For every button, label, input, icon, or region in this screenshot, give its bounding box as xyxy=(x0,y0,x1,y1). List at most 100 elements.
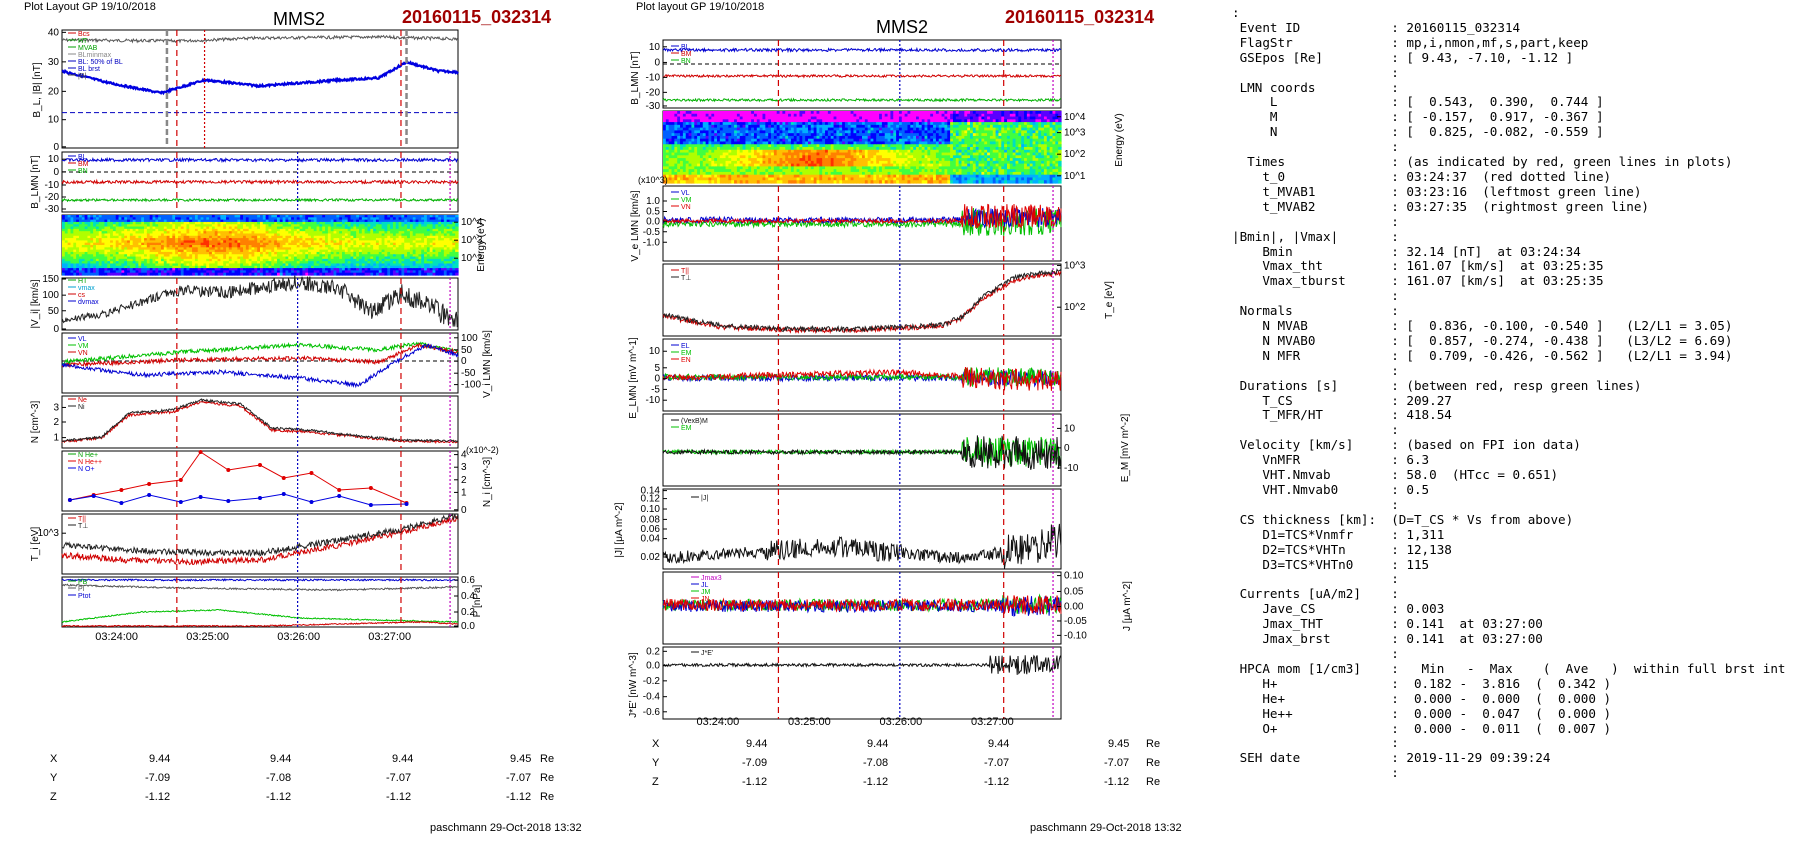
spectrogram-cell xyxy=(172,233,176,237)
left-ion-spectrogram xyxy=(62,215,459,276)
spectrogram-cell xyxy=(163,254,168,258)
spectrogram-cell xyxy=(183,235,188,239)
spectrogram-cell xyxy=(296,233,301,237)
spectrogram-cell xyxy=(129,265,134,269)
spectrogram-cell xyxy=(426,224,431,228)
spectrogram-cell xyxy=(73,235,77,239)
spectrogram-cell xyxy=(432,251,436,255)
spectrogram-cell xyxy=(243,261,247,265)
spectrogram-cell xyxy=(211,272,216,276)
tick-label: 50 xyxy=(48,306,60,317)
spectrogram-cell xyxy=(70,242,74,246)
spectrogram-cell xyxy=(325,235,329,239)
spectrogram-cell xyxy=(663,113,667,118)
spectrogram-cell xyxy=(274,272,278,276)
spectrogram-cell xyxy=(373,226,377,230)
spectrogram-cell xyxy=(753,133,758,137)
spectrogram-cell xyxy=(274,235,278,239)
spectrogram-cell xyxy=(73,224,77,228)
spectrogram-cell xyxy=(121,228,125,232)
spectrogram-cell xyxy=(177,226,182,230)
spectrogram-cell xyxy=(685,138,690,143)
spectrogram-cell xyxy=(384,263,388,267)
spectrogram-cell xyxy=(728,152,732,156)
spectrogram-cell xyxy=(271,247,275,251)
spectrogram-cell xyxy=(76,247,80,251)
spectrogram-cell xyxy=(773,135,778,140)
spectrogram-cell xyxy=(76,245,80,248)
spectrogram-cell xyxy=(697,147,701,151)
spectrogram-cell xyxy=(276,215,281,218)
spectrogram-cell xyxy=(333,268,337,271)
spectrogram-cell xyxy=(446,245,451,248)
spectrogram-cell xyxy=(226,254,230,258)
spectrogram-cell xyxy=(70,268,74,271)
spectrogram-cell xyxy=(163,268,168,271)
spectrogram-cell xyxy=(84,233,89,237)
spectrogram-cell xyxy=(152,224,156,228)
spectrogram-cell xyxy=(70,226,74,230)
spectrogram-cell xyxy=(257,258,261,262)
spectrogram-cell xyxy=(387,219,391,223)
spectrogram-cell xyxy=(742,147,747,151)
spectrogram-cell xyxy=(206,221,210,225)
spectrogram-cell xyxy=(342,238,346,241)
spectrogram-cell xyxy=(245,254,250,258)
spectrogram-cell xyxy=(186,258,190,262)
spectrogram-cell xyxy=(353,231,357,235)
spectrogram-cell xyxy=(223,272,227,276)
spectrogram-cell xyxy=(197,228,202,232)
spectrogram-cell xyxy=(663,111,667,115)
spectrogram-cell xyxy=(84,258,89,262)
spectrogram-cell xyxy=(441,270,445,274)
spectrogram-cell xyxy=(203,217,207,221)
spectrogram-cell xyxy=(112,261,117,265)
spectrogram-cell xyxy=(149,270,154,274)
spectrogram-cell xyxy=(186,228,190,232)
spectrogram-cell xyxy=(112,217,117,221)
spectrogram-cell xyxy=(407,217,411,221)
tick-label: 2 xyxy=(53,417,59,428)
y-axis-label: V_i LMN [km/s] xyxy=(482,330,493,398)
spectrogram-cell xyxy=(745,180,749,184)
spectrogram-cell xyxy=(768,135,772,140)
spectrogram-cell xyxy=(282,238,287,241)
spectrogram-cell xyxy=(64,245,69,248)
spectrogram-cell xyxy=(76,242,80,246)
spectrogram-cell xyxy=(753,144,758,148)
spectrogram-cell xyxy=(158,224,162,228)
spectrogram-cell xyxy=(370,217,374,221)
spectrogram-cell xyxy=(765,135,769,140)
spectrogram-cell xyxy=(302,240,306,244)
spectrogram-cell xyxy=(725,135,729,140)
spectrogram-cell xyxy=(155,219,159,223)
spectrogram-cell xyxy=(381,265,386,269)
spectrogram-cell xyxy=(104,268,108,271)
spectrogram-cell xyxy=(129,272,134,276)
spectrogram-cell xyxy=(73,240,77,244)
spectrogram-cell xyxy=(412,226,417,230)
spectrogram-cell xyxy=(711,138,715,143)
spectrogram-cell xyxy=(138,235,142,239)
spectrogram-cell xyxy=(112,263,117,267)
spectrogram-cell xyxy=(200,235,205,239)
spectrogram-cell xyxy=(736,122,741,126)
spectrogram-cell xyxy=(426,256,431,260)
spectrogram-cell xyxy=(279,247,284,251)
spectrogram-cell xyxy=(719,116,724,120)
spectrogram-cell xyxy=(101,219,106,223)
legend-entry: BL brst xyxy=(78,66,100,73)
spectrogram-cell xyxy=(333,224,337,228)
spectrogram-cell xyxy=(70,228,74,232)
spectrogram-cell xyxy=(455,261,459,265)
spectrogram-cell xyxy=(697,111,701,115)
spectrogram-cell xyxy=(192,219,196,223)
spectrogram-cell xyxy=(773,133,778,137)
spectrogram-cell xyxy=(773,174,778,179)
spectrogram-cell xyxy=(375,219,380,223)
spectrogram-cell xyxy=(734,147,738,151)
spectrogram-cell xyxy=(361,272,366,276)
spectrogram-cell xyxy=(438,228,442,232)
spectrogram-cell xyxy=(682,138,687,143)
spectrogram-cell xyxy=(87,235,91,239)
